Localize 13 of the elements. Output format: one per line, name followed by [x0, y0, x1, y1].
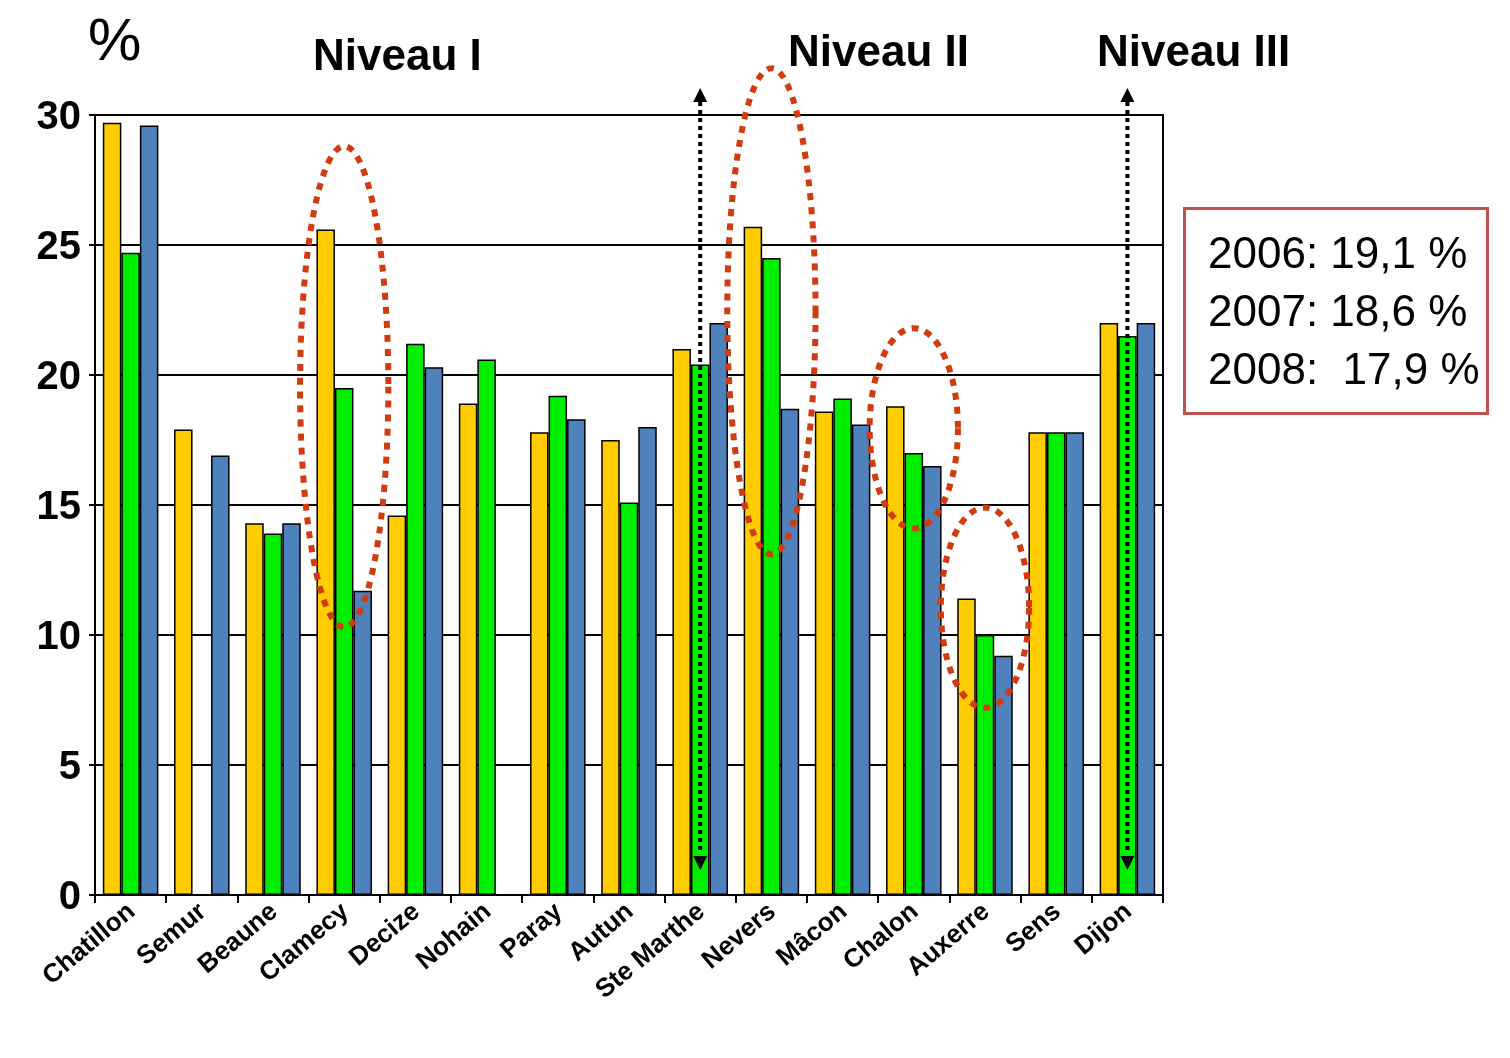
text: 2008: 17,9 %	[1208, 344, 1480, 393]
y-tick-label: 5	[58, 743, 81, 787]
text: 2007: 18,6 %	[1208, 286, 1468, 335]
text: Niveau II	[788, 26, 969, 76]
y-tick-label: 20	[36, 353, 81, 397]
y-tick-label: 30	[36, 93, 81, 137]
text: Niveau I	[313, 30, 482, 80]
y-tick-label: 15	[36, 483, 81, 527]
text: 2006: 19,1 %	[1208, 228, 1468, 277]
text: Niveau III	[1097, 26, 1291, 76]
y-axis-title: %	[88, 5, 142, 74]
y-tick-label: 10	[36, 613, 81, 657]
y-tick-label: 25	[36, 223, 81, 267]
